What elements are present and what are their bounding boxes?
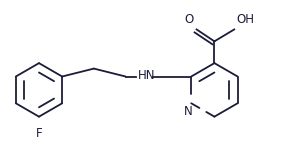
Text: O: O (184, 13, 194, 27)
Text: F: F (36, 127, 42, 140)
Text: OH: OH (236, 13, 254, 27)
Text: HN: HN (137, 69, 155, 82)
Text: N: N (184, 105, 193, 118)
